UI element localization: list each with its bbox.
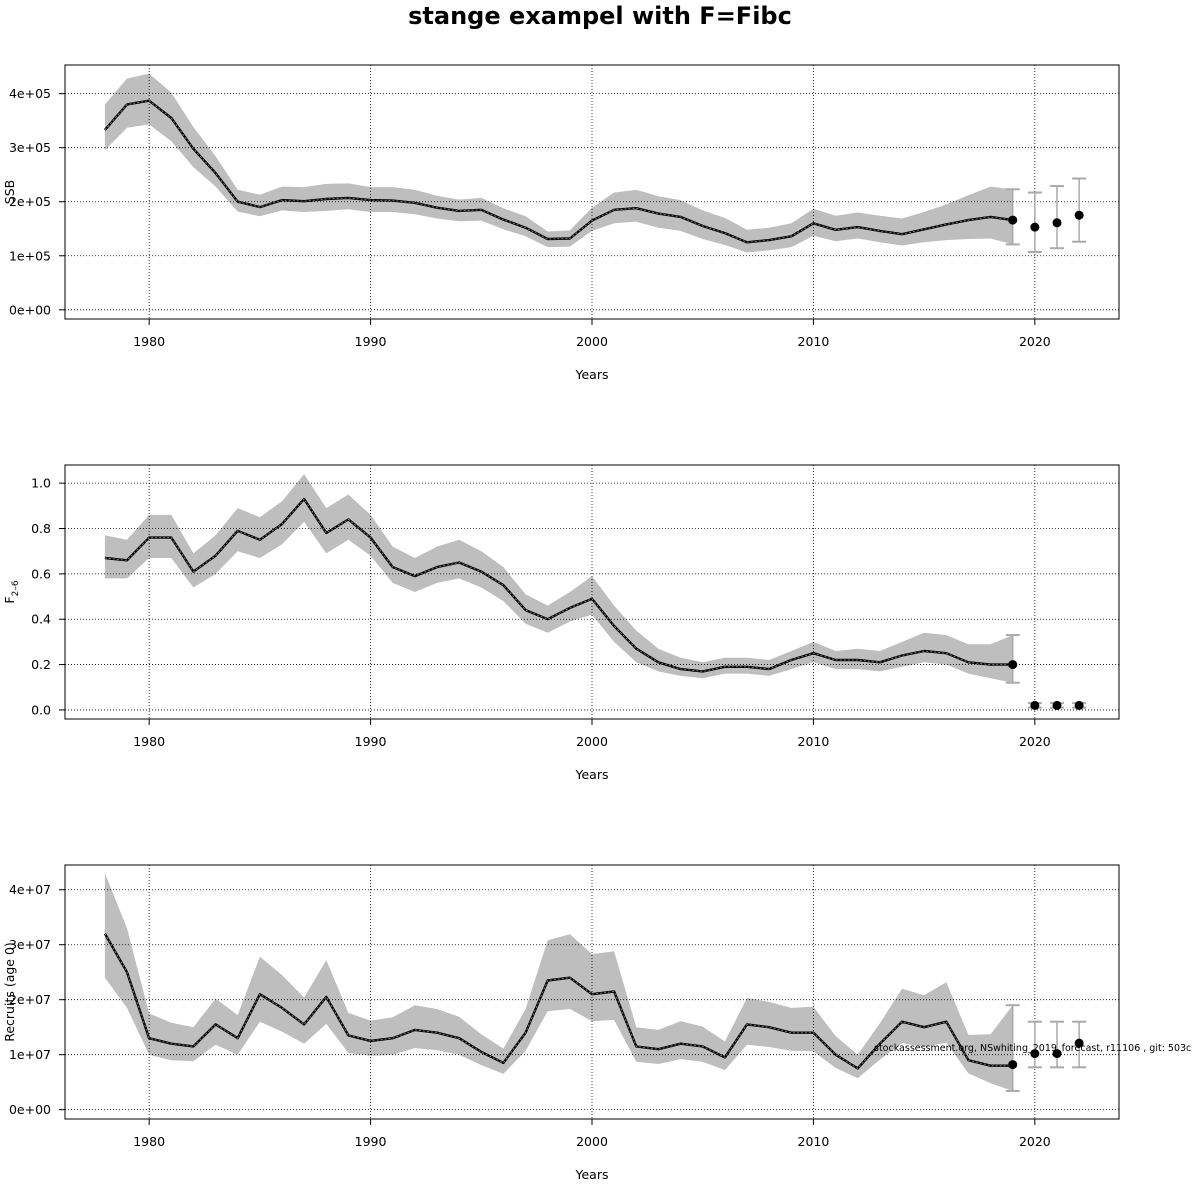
ssb-x-tick-label: 1980 xyxy=(133,334,165,349)
fishing-mortality-estimate-line-dots xyxy=(104,498,1013,672)
ssb-x-tick-label: 2010 xyxy=(798,334,830,349)
recruits-x-tick-label: 2020 xyxy=(1019,1134,1051,1149)
fishing-mortality-y-tick-label: 0.8 xyxy=(31,521,51,536)
fishing-mortality-confidence-band xyxy=(104,474,1013,683)
ssb-forecast-point xyxy=(1052,218,1062,228)
fishing-mortality-x-tick-label: 2000 xyxy=(576,734,608,749)
recruits-y-tick-label: 4e+07 xyxy=(9,882,51,897)
ssb-panel: 1980 1990 2000 2010 2020 0e+00 1e+05 2e+05 3e+05… xyxy=(2,64,1120,382)
fishing-mortality-y-axis-label: F2–6 xyxy=(2,580,21,603)
ssb-x-tick-label: 2020 xyxy=(1019,334,1051,349)
ssb-y-tick-label: 1e+05 xyxy=(9,248,51,263)
ssb-confidence-band xyxy=(104,73,1013,253)
fishing-mortality-x-axis-label: Years xyxy=(575,767,609,782)
ssb-y-axis-label: SSB xyxy=(2,180,17,204)
recruits-confidence-band xyxy=(104,873,1013,1091)
ssb-y-tick-label: 2e+05 xyxy=(9,194,51,209)
fishing-mortality-x-tick-label: 1980 xyxy=(133,734,165,749)
recruits-y-tick-label: 0e+00 xyxy=(9,1102,51,1117)
recruits-estimate-line-dots xyxy=(104,933,1013,1070)
fishing-mortality-forecast-point xyxy=(1030,700,1040,710)
recruits-panel: 1980 1990 2000 2010 2020 0e+00 1e+07 2e+07 3e+07… xyxy=(2,864,1120,1182)
recruits-y-tick-label: 1e+07 xyxy=(9,1047,51,1062)
recruits-x-tick-label: 1980 xyxy=(133,1134,165,1149)
ssb-y-tick-label: 0e+00 xyxy=(9,302,51,317)
chart-title: stange exampel with F=Fibc xyxy=(408,2,792,30)
ssb-forecast-point xyxy=(1074,210,1084,220)
fishing-mortality-forecast-point xyxy=(1008,660,1018,670)
fishing-mortality-x-tick-label: 2010 xyxy=(798,734,830,749)
recruits-y-tick-label: 2e+07 xyxy=(9,992,51,1007)
fishing-mortality-x-tick-label: 2020 xyxy=(1019,734,1051,749)
fishing-mortality-y-tick-label: 0.0 xyxy=(31,702,51,717)
ssb-forecast-point xyxy=(1030,222,1040,232)
fishing-mortality-forecast-point xyxy=(1052,700,1062,710)
fishing-mortality-y-tick-label: 0.6 xyxy=(31,566,51,581)
recruits-x-tick-label: 2000 xyxy=(576,1134,608,1149)
fishing-mortality-forecast-point xyxy=(1074,700,1084,710)
ssb-forecast-point xyxy=(1008,215,1018,225)
recruits-y-tick-label: 3e+07 xyxy=(9,937,51,952)
ssb-y-tick-label: 4e+05 xyxy=(9,86,51,101)
recruits-forecast-point xyxy=(1030,1049,1040,1059)
ssb-y-tick-label: 3e+05 xyxy=(9,140,51,155)
recruits-x-tick-label: 1990 xyxy=(355,1134,387,1149)
recruits-y-axis-label: Recruits (age 0) xyxy=(2,942,17,1042)
recruits-forecast-point xyxy=(1052,1049,1062,1059)
fishing-mortality-y-tick-label: 0.2 xyxy=(31,657,51,672)
ssb-estimate-line-dots xyxy=(104,100,1013,243)
recruits-x-axis-label: Years xyxy=(575,1167,609,1182)
recruits-x-tick-label: 2010 xyxy=(798,1134,830,1149)
ssb-x-tick-label: 1990 xyxy=(355,334,387,349)
ssb-x-tick-label: 2000 xyxy=(576,334,608,349)
ssb-x-axis-label: Years xyxy=(575,367,609,382)
fishing-mortality-panel: 1980 1990 2000 2010 2020 0.0 0.2 0.4 0.6 0.8 1.0 Ye… xyxy=(2,464,1120,782)
fishing-mortality-x-tick-label: 1990 xyxy=(355,734,387,749)
fishing-mortality-y-tick-label: 0.4 xyxy=(31,612,51,627)
recruits-forecast-point xyxy=(1008,1060,1018,1070)
fishing-mortality-y-tick-label: 1.0 xyxy=(31,476,51,491)
recruits-forecast-point xyxy=(1074,1038,1084,1048)
watermark-text: stockassessment.org, NSwhiting_2019_fore… xyxy=(874,1043,1191,1054)
